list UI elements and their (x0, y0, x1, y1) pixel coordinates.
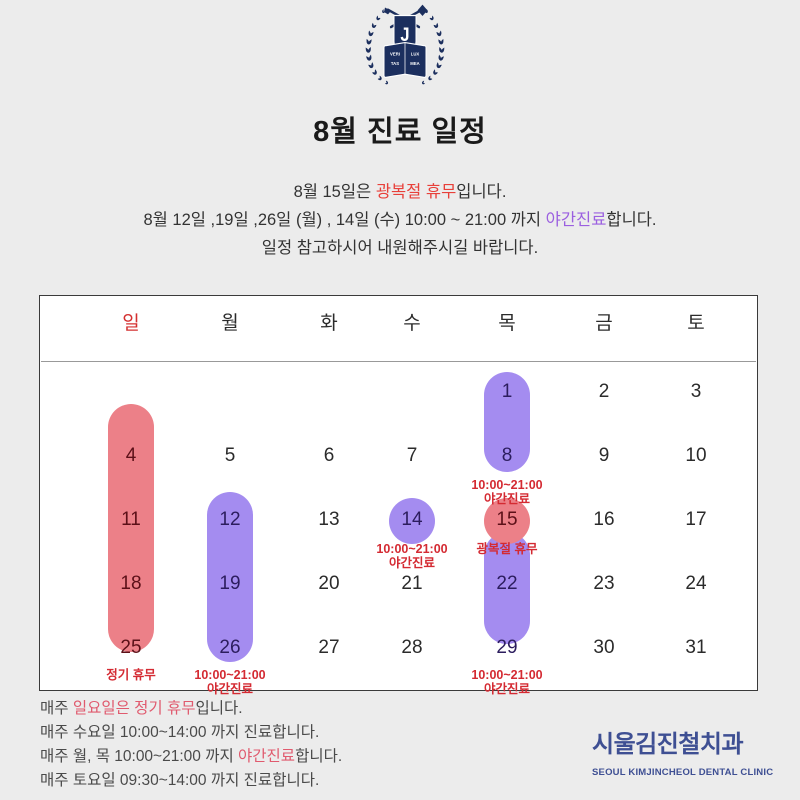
svg-text:MEA: MEA (410, 61, 420, 66)
svg-text:TAS: TAS (391, 61, 399, 66)
svg-text:VERI: VERI (390, 51, 400, 56)
svg-text:LUX: LUX (411, 51, 419, 56)
svg-text:J: J (400, 24, 409, 45)
